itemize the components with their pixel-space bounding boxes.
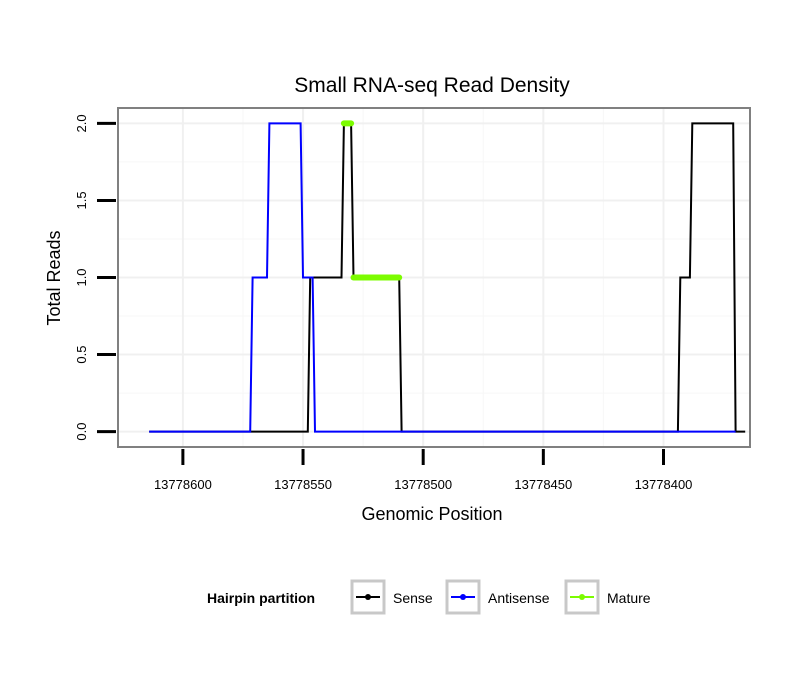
legend-key-point <box>460 594 466 600</box>
legend: Hairpin partition Sense Antisense Mature <box>207 579 651 615</box>
legend-title: Hairpin partition <box>207 590 315 606</box>
series-line-antisense <box>149 122 736 433</box>
y-tick-label: 0.0 <box>74 423 89 441</box>
plot-border <box>117 107 751 448</box>
legend-key-point <box>365 594 371 600</box>
y-tick-label: 0.5 <box>74 346 89 364</box>
x-tick-label: 13778450 <box>514 477 572 492</box>
chart-title: Small RNA-seq Read Density <box>294 74 570 97</box>
legend-key-point <box>579 594 585 600</box>
y-tick-label: 2.0 <box>74 114 89 132</box>
x-tick-label: 13778400 <box>635 477 693 492</box>
legend-entry-sense: Sense <box>350 579 433 615</box>
y-axis: 0.0 0.5 1.0 1.5 2.0 <box>74 114 116 441</box>
y-tick-label: 1.0 <box>74 268 89 286</box>
y-tick-label: 1.5 <box>74 191 89 209</box>
legend-entry-mature: Mature <box>564 579 651 615</box>
x-axis-title: Genomic Position <box>361 504 502 524</box>
legend-entry-antisense: Antisense <box>445 579 550 615</box>
x-tick-label: 13778600 <box>154 477 212 492</box>
x-tick-label: 13778500 <box>394 477 452 492</box>
series-layer <box>149 120 746 433</box>
legend-label: Mature <box>607 590 651 606</box>
y-axis-title: Total Reads <box>44 230 64 325</box>
x-tick-label: 13778550 <box>274 477 332 492</box>
x-axis: 13778600 13778550 13778500 13778450 13778400 <box>154 449 692 492</box>
legend-label: Antisense <box>488 590 550 606</box>
legend-label: Sense <box>393 590 433 606</box>
series-line-sense <box>149 122 746 433</box>
